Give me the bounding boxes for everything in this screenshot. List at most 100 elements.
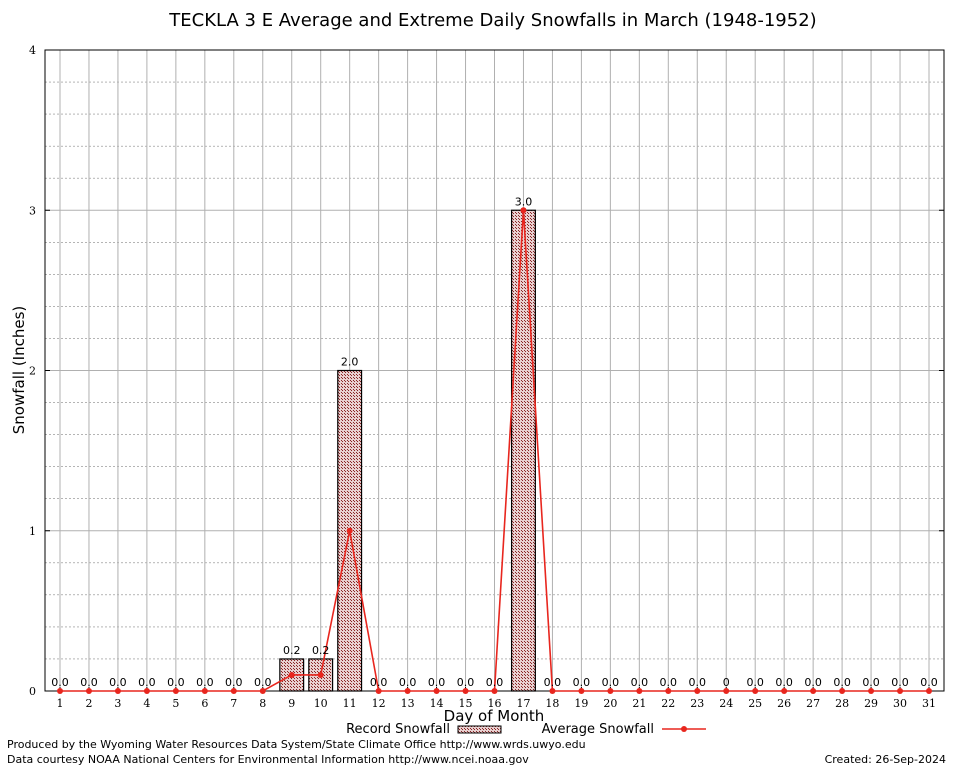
chart-title: TECKLA 3 E Average and Extreme Daily Sno… xyxy=(168,10,816,31)
x-tick-label: 29 xyxy=(864,697,878,710)
y-tick-label: 3 xyxy=(29,204,36,217)
average-point xyxy=(520,207,527,214)
x-tick-label: 11 xyxy=(343,697,357,710)
average-point xyxy=(752,688,759,694)
record-value-label: 0.0 xyxy=(862,676,880,689)
x-tick-label: 4 xyxy=(143,697,150,710)
record-value-label: 0.0 xyxy=(225,676,243,689)
average-point xyxy=(897,688,904,694)
y-tick-label: 4 xyxy=(29,44,36,57)
x-tick-label: 21 xyxy=(632,697,646,710)
x-tick-label: 7 xyxy=(230,697,237,710)
x-tick-label: 8 xyxy=(259,697,266,710)
record-value-label: 0.0 xyxy=(775,676,793,689)
record-value-label: 0.0 xyxy=(196,676,214,689)
record-value-label: 0.2 xyxy=(283,644,301,657)
record-value-label: 0.0 xyxy=(833,676,851,689)
data-labels: 0.0 0.0 0.0 0.0 0.0 0.0 0.0 0.0 0.2 0.2 2.0 0.0 0.0 0… xyxy=(51,195,938,689)
record-value-label: 0.0 xyxy=(51,676,69,689)
x-tick-label: 20 xyxy=(603,697,617,710)
x-tick-label: 15 xyxy=(459,697,473,710)
average-point xyxy=(114,688,121,694)
x-tick-label: 18 xyxy=(545,697,559,710)
footer-produced-by: Produced by the Wyoming Water Resources … xyxy=(7,738,586,751)
average-point xyxy=(172,688,179,694)
average-point xyxy=(694,688,701,694)
average-point xyxy=(665,688,672,694)
average-point xyxy=(636,688,643,694)
record-value-label: 0.0 xyxy=(486,676,504,689)
x-tick-label: 22 xyxy=(661,697,675,710)
record-value-label: 0.0 xyxy=(109,676,127,689)
average-point xyxy=(375,688,382,694)
record-value-label: 0.0 xyxy=(631,676,649,689)
average-point xyxy=(578,688,585,694)
x-tick-label: 27 xyxy=(806,697,820,710)
record-value-label: 0.0 xyxy=(167,676,185,689)
x-tick-label: 23 xyxy=(690,697,704,710)
average-point xyxy=(259,688,266,694)
y-axis-label: Snowfall (Inches) xyxy=(10,306,28,434)
average-point xyxy=(868,688,875,694)
x-tick-label: 19 xyxy=(574,697,588,710)
y-tick-label: 0 xyxy=(29,685,36,698)
average-point xyxy=(433,688,440,694)
average-point xyxy=(781,688,788,694)
x-tick-label: 9 xyxy=(288,697,295,710)
footer-created: Created: 26-Sep-2024 xyxy=(824,753,946,766)
record-value-label: 0.0 xyxy=(544,676,562,689)
legend-average-label: Average Snowfall xyxy=(542,722,654,737)
average-point xyxy=(607,688,614,694)
record-value-label: 0.0 xyxy=(689,676,707,689)
y-tick-label: 2 xyxy=(29,365,36,378)
record-value-label: 0.0 xyxy=(370,676,388,689)
legend: Record Snowfall Average Snowfall xyxy=(346,722,706,737)
x-axis-label: Day of Month xyxy=(444,707,545,725)
average-point xyxy=(57,688,63,694)
x-tick-label: 6 xyxy=(201,697,208,710)
legend-record-label: Record Snowfall xyxy=(346,722,450,737)
average-point xyxy=(317,671,324,678)
x-tick-label: 13 xyxy=(401,697,415,710)
record-value-label: 0.0 xyxy=(891,676,909,689)
x-tick-label: 12 xyxy=(372,697,386,710)
average-point xyxy=(346,527,353,534)
grid xyxy=(45,49,944,692)
average-point xyxy=(926,688,932,694)
average-point xyxy=(85,688,92,694)
x-tick-label: 1 xyxy=(57,697,64,710)
average-point xyxy=(839,688,846,694)
record-value-label: 0.0 xyxy=(660,676,678,689)
x-axis: 1 2 3 4 5 6 7 8 9 10 11 12 13 14 15 16 17 18 19 20 21 22 23 24 2… xyxy=(57,687,936,710)
average-point xyxy=(491,688,498,694)
y-axis: 0 1 2 3 4 xyxy=(29,44,944,698)
record-value-label: 0.0 xyxy=(804,676,822,689)
record-value-label: 0.0 xyxy=(457,676,475,689)
x-tick-label: 25 xyxy=(748,697,762,710)
average-point xyxy=(462,688,469,694)
x-tick-label: 16 xyxy=(488,697,502,710)
average-point xyxy=(143,688,150,694)
y-tick-label: 1 xyxy=(29,525,36,538)
record-bar xyxy=(510,209,536,692)
average-point xyxy=(201,688,208,694)
x-tick-label: 2 xyxy=(85,697,92,710)
x-tick-label: 24 xyxy=(719,697,733,710)
x-tick-label: 3 xyxy=(114,697,121,710)
record-value-label: 0.0 xyxy=(80,676,98,689)
record-value-label: 0.0 xyxy=(602,676,620,689)
record-value-label: 0.0 xyxy=(254,676,272,689)
footer-data-courtesy: Data courtesy NOAA National Centers for … xyxy=(7,753,529,766)
x-tick-label: 30 xyxy=(893,697,907,710)
record-value-label: 0 xyxy=(723,676,730,689)
x-tick-label: 26 xyxy=(777,697,791,710)
x-tick-label: 5 xyxy=(172,697,179,710)
x-tick-label: 14 xyxy=(430,697,444,710)
record-value-label: 0.0 xyxy=(920,676,938,689)
average-point xyxy=(723,688,730,694)
legend-record-swatch xyxy=(457,725,502,734)
record-value-label: 0.0 xyxy=(138,676,156,689)
record-value-label: 0.0 xyxy=(746,676,764,689)
record-value-label: 2.0 xyxy=(341,356,359,369)
